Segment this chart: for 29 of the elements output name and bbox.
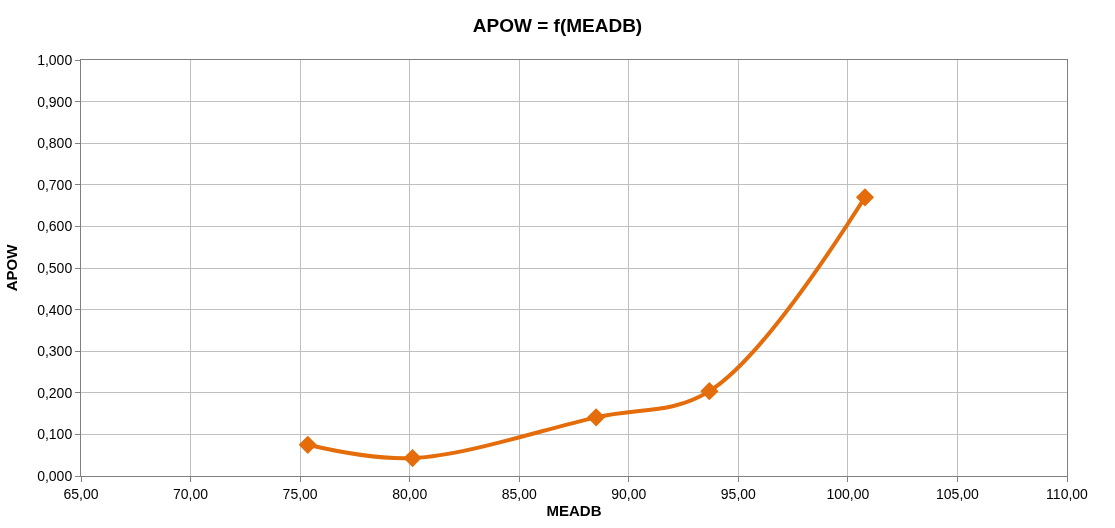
y-tick-label: 0,400 (37, 301, 73, 318)
point (855, 188, 875, 207)
y-axis-title: APOW (3, 243, 21, 292)
point (403, 449, 422, 468)
point (700, 382, 719, 401)
point (587, 408, 606, 427)
x-tick-label: 80,00 (392, 485, 428, 502)
y-tick-label: 0,800 (37, 135, 73, 152)
y-tick-label: 0,500 (37, 259, 73, 276)
x-tick-label: 85,00 (501, 485, 537, 502)
y-tick-label: 0,700 (37, 176, 73, 193)
x-tick-label: 100,00 (826, 485, 870, 502)
x-tick-label: 65,00 (63, 485, 99, 502)
y-tick-label: 1,000 (37, 51, 73, 68)
x-tick-label: 90,00 (611, 485, 647, 502)
y-tick-label: 0,000 (37, 467, 73, 484)
point (298, 435, 317, 454)
x-tick-label: 70,00 (173, 485, 209, 502)
x-tick-label: 95,00 (720, 485, 757, 502)
y-tick-label: 0,600 (37, 218, 73, 235)
x-tick-label: 110,00 (1046, 485, 1089, 502)
x-axis-title: MEADB (546, 501, 602, 519)
y-tick-label: 0,900 (37, 93, 73, 110)
y-tick-label: 0,100 (37, 426, 73, 443)
x-tick-label: 105,00 (936, 485, 980, 502)
x-tick-label: 75,00 (282, 485, 318, 502)
chart-title: APOW = f(MEADB) (472, 14, 643, 36)
y-tick-label: 0,200 (37, 384, 73, 401)
y-tick-label: 0,300 (37, 343, 73, 360)
